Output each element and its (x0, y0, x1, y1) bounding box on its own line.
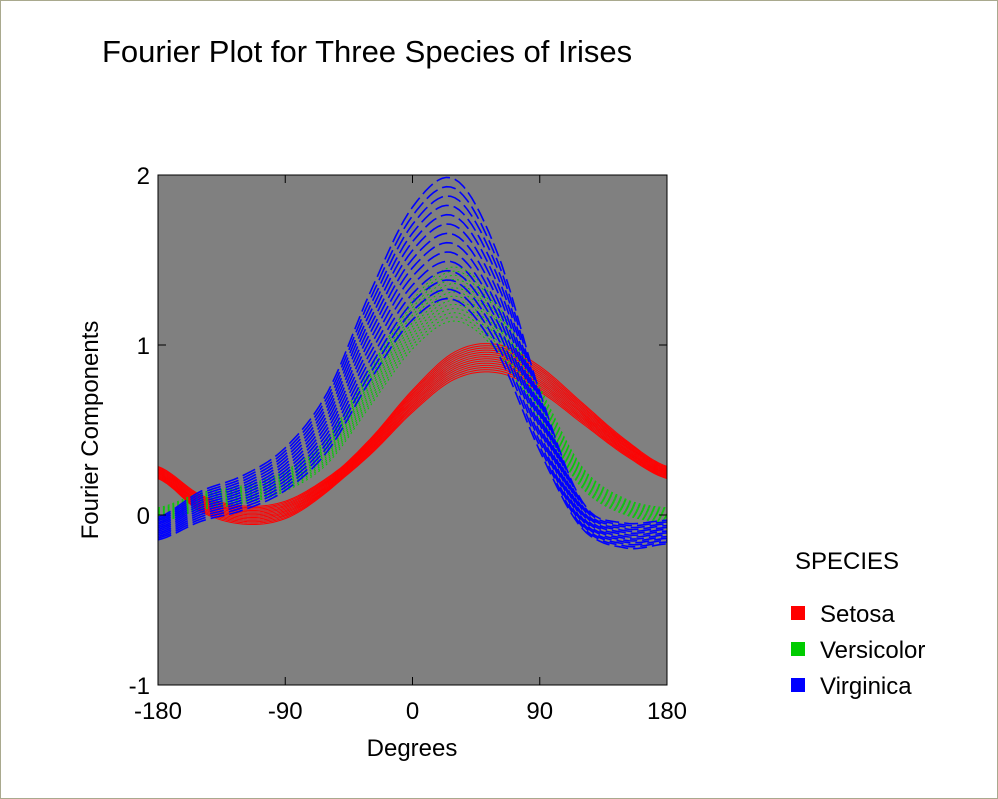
series-line-setosa (157, 366, 668, 523)
series-line-setosa (157, 347, 668, 510)
series-line-virginica (157, 297, 668, 550)
x-tick-label: -90 (268, 698, 303, 725)
series-line-setosa (157, 360, 668, 518)
series-line-setosa (157, 349, 668, 511)
series-line-setosa (157, 358, 668, 517)
series-line-virginica (157, 232, 668, 537)
series-line-virginica (157, 241, 668, 539)
legend-swatch-virginica (791, 678, 805, 692)
series-line-virginica (157, 185, 668, 527)
series-line-versicolor (157, 283, 668, 513)
x-tick-label: 90 (526, 698, 553, 725)
y-tick-label: 1 (137, 333, 150, 360)
series-line-setosa (157, 354, 668, 514)
y-axis-title: Fourier Components (77, 321, 104, 540)
x-tick-label: 180 (647, 698, 687, 725)
plot-border (157, 174, 668, 686)
series-line-virginica (157, 223, 668, 535)
chart-title: Fourier Plot for Three Species of Irises (102, 34, 633, 69)
series-line-virginica (157, 176, 668, 525)
y-tick-label: 0 (137, 503, 150, 530)
x-axis-title: Degrees (367, 735, 458, 762)
legend-label-virginica: Virginica (820, 673, 912, 700)
series-line-setosa (157, 343, 668, 507)
series-line-virginica (157, 279, 668, 546)
series-line-virginica (157, 204, 668, 531)
series-line-setosa (157, 369, 668, 524)
series-versicolor (157, 266, 668, 523)
y-tick-label: 2 (137, 163, 150, 190)
series-line-virginica (157, 269, 668, 544)
series-virginica (157, 176, 668, 550)
series-line-versicolor (157, 270, 668, 510)
series-line-versicolor (157, 291, 668, 515)
legend-title: SPECIES (795, 548, 899, 575)
x-tick-label: 0 (406, 698, 419, 725)
legend-swatch-versicolor (791, 642, 805, 656)
series-line-setosa (157, 345, 668, 509)
series-line-virginica (157, 251, 668, 540)
legend-label-versicolor: Versicolor (820, 637, 925, 664)
series-line-setosa (157, 371, 668, 525)
y-tick-label: -1 (129, 673, 150, 700)
series-line-versicolor (157, 295, 668, 516)
series-line-virginica (157, 195, 668, 529)
series-line-setosa (157, 362, 668, 520)
series-line-virginica (157, 260, 668, 542)
series-line-setosa (157, 351, 668, 513)
x-tick-label: -180 (134, 698, 182, 725)
series-line-virginica (157, 288, 668, 548)
series-line-versicolor (157, 308, 668, 520)
series-line-setosa (157, 364, 668, 521)
series-line-versicolor (157, 316, 668, 522)
series-line-setosa (157, 356, 668, 516)
axes-layer: -180 -90 0 90 180 -1 0 1 2 (129, 163, 687, 725)
series-line-versicolor (157, 274, 668, 511)
series-line-versicolor (157, 266, 668, 509)
legend-swatch-setosa (791, 606, 805, 620)
curves-layer (157, 176, 668, 550)
legend: SPECIES Setosa Versicolor Virginica (791, 548, 925, 700)
series-line-versicolor (157, 320, 668, 523)
legend-label-setosa: Setosa (820, 601, 895, 628)
series-setosa (157, 343, 668, 525)
